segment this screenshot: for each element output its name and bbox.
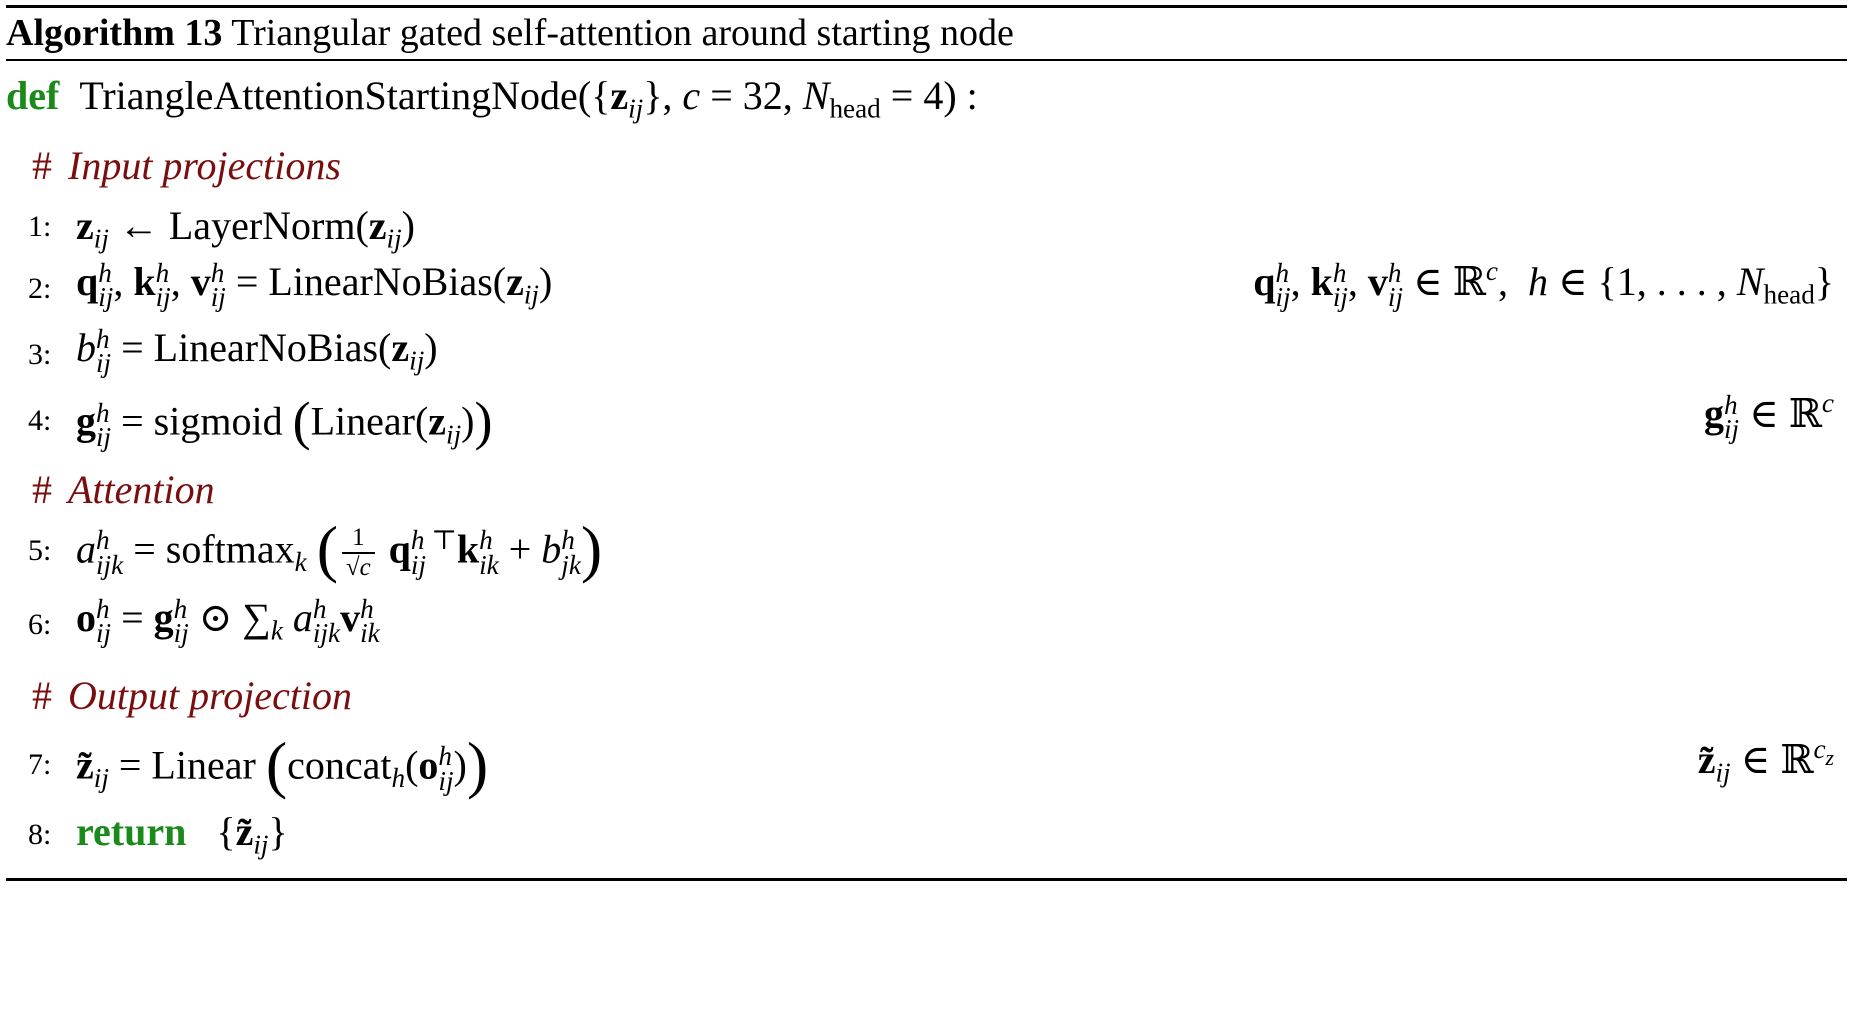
- comment-output-projection: # Output projection: [32, 673, 353, 718]
- line-number-3: 3:: [28, 338, 52, 371]
- line-7-expression: z̃ij = Linear (concath(o h ij)): [76, 729, 489, 800]
- algorithm-label: Algorithm 13: [6, 12, 223, 54]
- return-keyword: return: [76, 809, 187, 854]
- line-number-4: 4:: [28, 404, 52, 437]
- comment-attention: # Attention: [32, 467, 215, 512]
- top-rule: [6, 5, 1847, 8]
- line-number-8: 8:: [28, 818, 52, 851]
- line-2-annotation: q h ij, k h ij, v h ij ∈ ℝc, h ∈ {1, . . . , N…: [1253, 256, 1834, 313]
- line-3-expression: b h ij = LinearNoBias(zij): [76, 323, 438, 379]
- def-keyword: def: [6, 73, 60, 118]
- comment-input-projections: # Input projections: [32, 143, 341, 188]
- line-4-expression: g h ij = sigmoid (Linear(zij)): [76, 391, 493, 453]
- caption-rule: [6, 59, 1847, 61]
- algorithm-title: Triangular gated self-attention around s…: [231, 12, 1014, 54]
- line-2-expression: q h ij, k h ij, v h ij = LinearNoBias(zij): [76, 257, 553, 313]
- line-1-expression: zij ← LayerNorm(zij): [76, 203, 415, 254]
- line-8-expression: return {z̃ij}: [76, 809, 288, 860]
- algorithm-caption: Algorithm 13 Triangular gated self-atten…: [6, 10, 1014, 56]
- function-name: TriangleAttentionStartingNode: [79, 73, 578, 118]
- line-4-annotation: g h ij ∈ ℝc: [1703, 388, 1834, 445]
- line-number-1: 1:: [28, 210, 52, 243]
- function-signature: def TriangleAttentionStartingNode({zij},…: [6, 72, 1850, 124]
- bottom-rule: [6, 878, 1847, 881]
- line-number-5: 5:: [28, 534, 52, 567]
- line-number-7: 7:: [28, 748, 52, 781]
- line-number-2: 2:: [28, 272, 52, 305]
- line-6-expression: o h ij = g h ij ⊙ ∑k a h ijk v h ik: [76, 593, 380, 649]
- function-params: ({zij}, c = 32, Nhead = 4) :: [577, 73, 978, 124]
- line-7-annotation: z̃ij ∈ ℝcz: [1697, 734, 1834, 788]
- line-number-6: 6:: [28, 608, 52, 641]
